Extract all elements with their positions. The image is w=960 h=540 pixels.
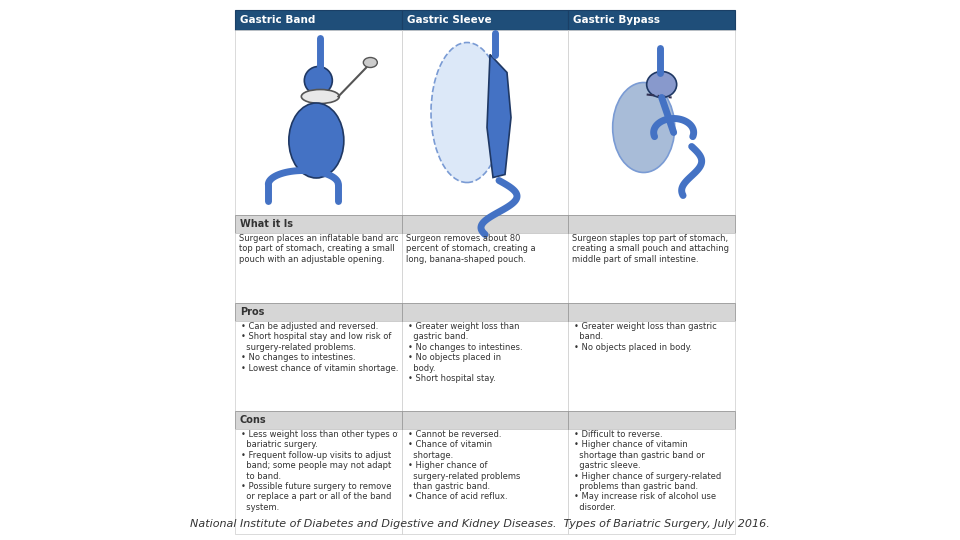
Polygon shape [487, 55, 511, 178]
Bar [235, 30, 401, 215]
Ellipse shape [612, 83, 675, 172]
Text: National Institute of Diabetes and Digestive and Kidney Diseases.  Types of Bari: National Institute of Diabetes and Diges… [190, 519, 770, 529]
Text: Gastric Sleeve: Gastric Sleeve [407, 15, 492, 25]
Bar [401, 30, 568, 215]
Ellipse shape [647, 71, 677, 98]
Bar [235, 215, 735, 233]
Text: Surgeon removes about 80
percent of stomach, creating a
long, banana-shaped pouc: Surgeon removes about 80 percent of stom… [406, 234, 536, 264]
Text: • Greater weight loss than gastric
  band.
• No objects placed in body.: • Greater weight loss than gastric band.… [574, 322, 717, 352]
Text: Surgeon places an inflatable band around
top part of stomach, creating a small
p: Surgeon places an inflatable band around… [239, 234, 416, 264]
Text: Gastric Bypass: Gastric Bypass [573, 15, 660, 25]
Bar [235, 10, 401, 30]
Bar [235, 321, 401, 411]
Bar [568, 429, 735, 534]
Text: Gastric Band: Gastric Band [240, 15, 316, 25]
Bar [568, 10, 735, 30]
Text: Cons: Cons [240, 415, 267, 425]
Bar [235, 429, 401, 534]
Ellipse shape [289, 103, 344, 178]
Ellipse shape [301, 90, 339, 104]
Ellipse shape [431, 43, 503, 183]
Ellipse shape [363, 57, 377, 68]
Text: • Difficult to reverse.
• Higher chance of vitamin
  shortage than gastric band : • Difficult to reverse. • Higher chance … [574, 430, 722, 512]
Text: Pros: Pros [240, 307, 264, 317]
Text: Surgeon staples top part of stomach,
creating a small pouch and attaching it to
: Surgeon staples top part of stomach, cre… [572, 234, 749, 264]
Ellipse shape [304, 66, 332, 94]
Bar [401, 10, 568, 30]
Bar [401, 233, 568, 303]
Bar [568, 233, 735, 303]
Text: • Can be adjusted and reversed.
• Short hospital stay and low risk of
  surgery-: • Can be adjusted and reversed. • Short … [241, 322, 398, 373]
Text: • Less weight loss than other types of
  bariatric surgery.
• Frequent follow-up: • Less weight loss than other types of b… [241, 430, 400, 512]
Bar [401, 429, 568, 534]
Text: What it Is: What it Is [240, 219, 293, 229]
Bar [568, 30, 735, 215]
Bar [235, 233, 401, 303]
Bar [235, 411, 735, 429]
Text: • Greater weight loss than
  gastric band.
• No changes to intestines.
• No obje: • Greater weight loss than gastric band.… [408, 322, 522, 383]
Text: • Cannot be reversed.
• Chance of vitamin
  shortage.
• Higher chance of
  surge: • Cannot be reversed. • Chance of vitami… [408, 430, 520, 502]
Bar [568, 321, 735, 411]
Bar [401, 321, 568, 411]
Bar [235, 303, 735, 321]
